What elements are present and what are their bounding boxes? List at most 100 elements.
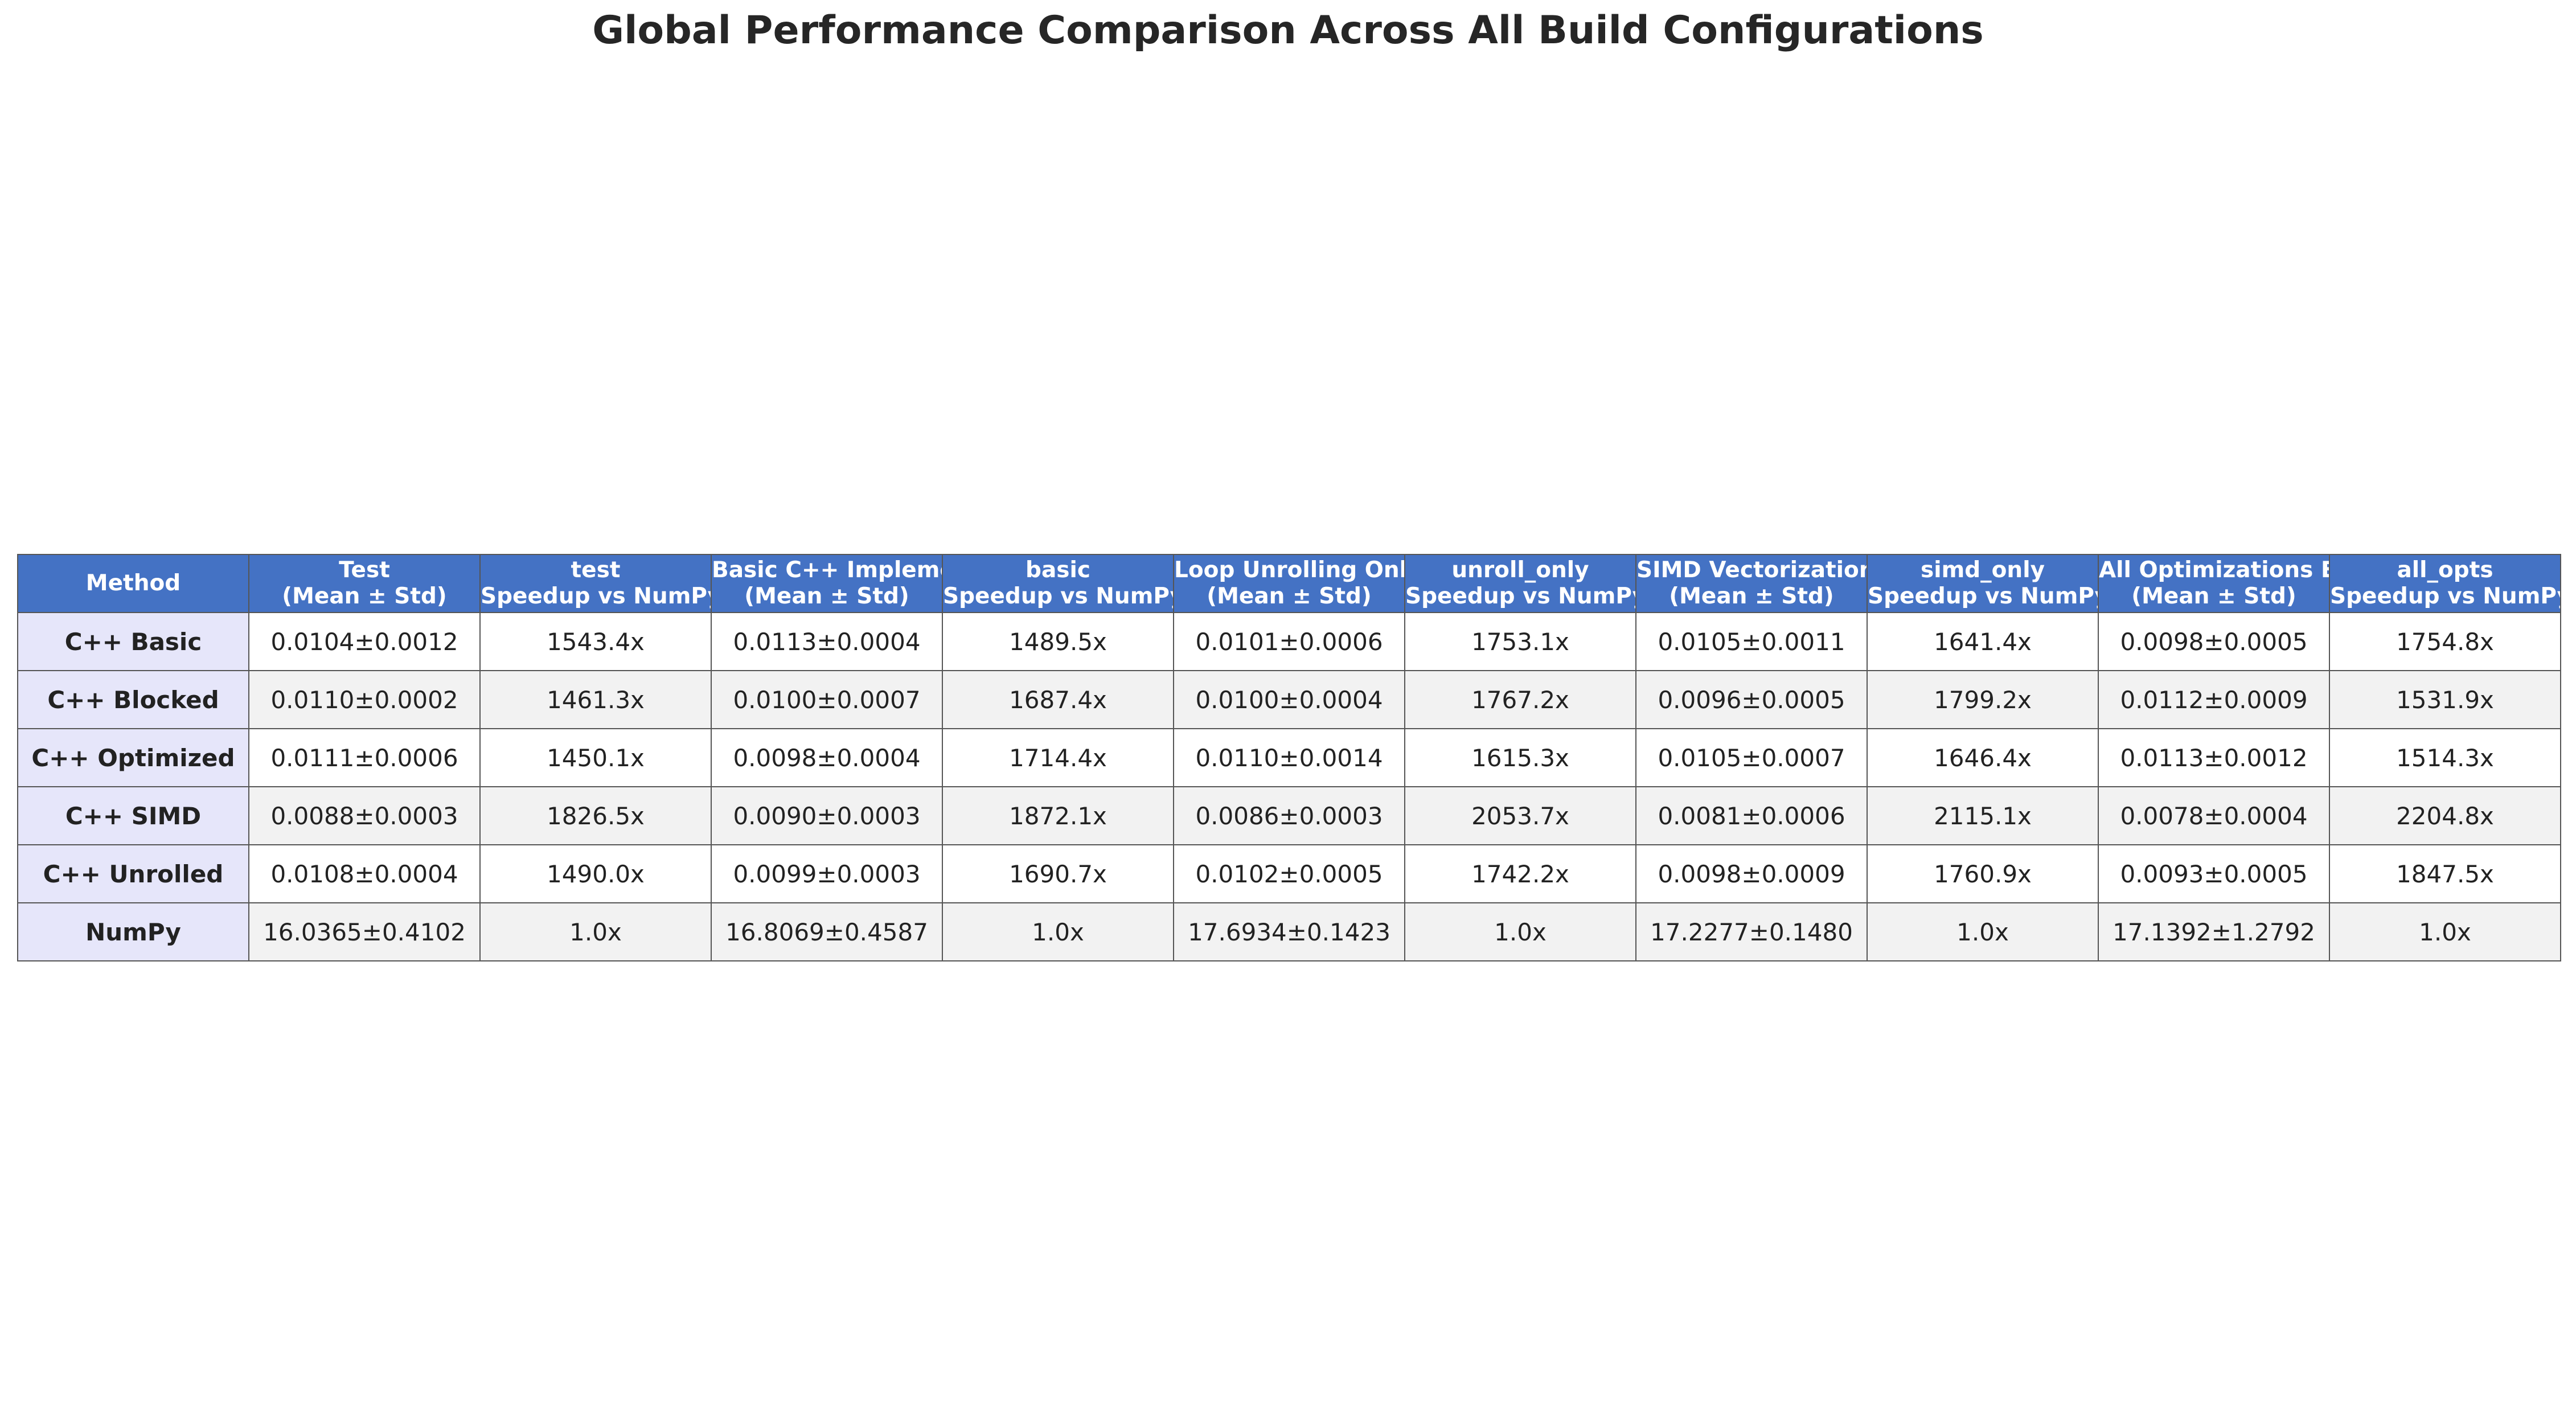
header-line: basic: [1026, 557, 1090, 583]
method-cell: C++ Basic: [17, 612, 249, 671]
header-line: Speedup vs NumPy: [2330, 583, 2561, 609]
header-line: all_opts: [2397, 557, 2493, 583]
header-line: Speedup vs NumPy: [1405, 583, 1636, 609]
header-line: Speedup vs NumPy: [481, 583, 711, 609]
header-cell: unroll_only Speedup vs NumPy: [1404, 554, 1636, 613]
header-line: SIMD Vectorization Only: [1636, 557, 1867, 583]
value-cell: 0.0105±0.0007: [1635, 728, 1868, 787]
header-cell: Loop Unrolling Only (Mean ± Std): [1173, 554, 1405, 613]
table-row: C++ SIMD 0.0088±0.0003 1826.5x 0.0090±0.000…: [17, 786, 2561, 845]
header-cell: Test (Mean ± Std): [248, 554, 481, 613]
value-cell: 0.0111±0.0006: [248, 728, 481, 787]
value-cell: 1847.5x: [2329, 844, 2561, 903]
table-row: C++ Blocked 0.0110±0.0002 1461.3x 0.0100±0.…: [17, 670, 2561, 729]
header-line: Loop Unrolling Only: [1174, 557, 1405, 583]
header-cell: all_opts Speedup vs NumPy: [2329, 554, 2561, 613]
value-cell: 0.0078±0.0004: [2098, 786, 2330, 845]
value-cell: 16.0365±0.4102: [248, 902, 481, 961]
value-cell: 1.0x: [479, 902, 712, 961]
header-cell: All Optimizations Enabled(Mean ± Std): [2098, 554, 2330, 613]
value-cell: 1531.9x: [2329, 670, 2561, 729]
value-cell: 1690.7x: [942, 844, 1174, 903]
value-cell: 0.0112±0.0009: [2098, 670, 2330, 729]
value-cell: 1799.2x: [1867, 670, 2099, 729]
value-cell: 1.0x: [1867, 902, 2099, 961]
value-cell: 1753.1x: [1404, 612, 1636, 671]
table-row: C++ Basic 0.0104±0.0012 1543.4x 0.0113±0.00…: [17, 612, 2561, 671]
value-cell: 1514.3x: [2329, 728, 2561, 787]
value-cell: 0.0100±0.0004: [1173, 670, 1405, 729]
header-cell: simd_only Speedup vs NumPy: [1867, 554, 2099, 613]
value-cell: 0.0081±0.0006: [1635, 786, 1868, 845]
header-line: unroll_only: [1451, 557, 1589, 583]
value-cell: 0.0110±0.0014: [1173, 728, 1405, 787]
header-cell: test Speedup vs NumPy: [479, 554, 712, 613]
value-cell: 0.0104±0.0012: [248, 612, 481, 671]
value-cell: 0.0105±0.0011: [1635, 612, 1868, 671]
value-cell: 1450.1x: [479, 728, 712, 787]
value-cell: 0.0096±0.0005: [1635, 670, 1868, 729]
value-cell: 0.0099±0.0003: [711, 844, 943, 903]
value-cell: 1754.8x: [2329, 612, 2561, 671]
value-cell: 0.0098±0.0009: [1635, 844, 1868, 903]
value-cell: 1.0x: [2329, 902, 2561, 961]
value-cell: 1461.3x: [479, 670, 712, 729]
value-cell: 1742.2x: [1404, 844, 1636, 903]
chart-title: Global Performance Comparison Across All…: [592, 8, 1984, 53]
header-line: Speedup vs NumPy: [1868, 583, 2098, 609]
value-cell: 0.0102±0.0005: [1173, 844, 1405, 903]
table-row: C++ Optimized 0.0111±0.0006 1450.1x 0.0098±…: [17, 728, 2561, 787]
value-cell: 1615.3x: [1404, 728, 1636, 787]
value-cell: 1826.5x: [479, 786, 712, 845]
value-cell: 1489.5x: [942, 612, 1174, 671]
value-cell: 0.0113±0.0004: [711, 612, 943, 671]
header-line: Method: [85, 570, 181, 596]
value-cell: 2115.1x: [1867, 786, 2099, 845]
value-cell: 1767.2x: [1404, 670, 1636, 729]
header-line: (Mean ± Std): [1207, 583, 1372, 609]
header-cell: Basic C++ Implementation(Mean ± Std): [711, 554, 943, 613]
value-cell: 0.0108±0.0004: [248, 844, 481, 903]
header-line: (Mean ± Std): [744, 583, 909, 609]
method-cell: C++ Unrolled: [17, 844, 249, 903]
method-cell: C++ Optimized: [17, 728, 249, 787]
value-cell: 1714.4x: [942, 728, 1174, 787]
value-cell: 16.8069±0.4587: [711, 902, 943, 961]
header-line: Speedup vs NumPy: [943, 583, 1174, 609]
value-cell: 17.6934±0.1423: [1173, 902, 1405, 961]
value-cell: 1.0x: [1404, 902, 1636, 961]
value-cell: 17.1392±1.2792: [2098, 902, 2330, 961]
header-line: (Mean ± Std): [282, 583, 447, 609]
table-header-row: Method Test (Mean ± Std) test Speedup vs Num…: [17, 554, 2561, 613]
value-cell: 2204.8x: [2329, 786, 2561, 845]
header-line: simd_only: [1921, 557, 2045, 583]
header-line: Test: [339, 557, 390, 583]
header-line: (Mean ± Std): [2131, 583, 2296, 609]
table-row: NumPy 16.0365±0.4102 1.0x 16.8069±0.4587 1.0…: [17, 902, 2561, 961]
value-cell: 1760.9x: [1867, 844, 2099, 903]
value-cell: 0.0110±0.0002: [248, 670, 481, 729]
header-cell: SIMD Vectorization Only(Mean ± Std): [1635, 554, 1868, 613]
table-body: C++ Basic 0.0104±0.0012 1543.4x 0.0113±0.00…: [17, 612, 2561, 961]
value-cell: 0.0086±0.0003: [1173, 786, 1405, 845]
value-cell: 0.0098±0.0005: [2098, 612, 2330, 671]
value-cell: 0.0101±0.0006: [1173, 612, 1405, 671]
method-cell: C++ SIMD: [17, 786, 249, 845]
header-cell: basic Speedup vs NumPy: [942, 554, 1174, 613]
value-cell: 0.0113±0.0012: [2098, 728, 2330, 787]
value-cell: 1646.4x: [1867, 728, 2099, 787]
value-cell: 1543.4x: [479, 612, 712, 671]
value-cell: 1641.4x: [1867, 612, 2099, 671]
value-cell: 2053.7x: [1404, 786, 1636, 845]
method-cell: C++ Blocked: [17, 670, 249, 729]
value-cell: 0.0093±0.0005: [2098, 844, 2330, 903]
value-cell: 1490.0x: [479, 844, 712, 903]
header-line: test: [571, 557, 621, 583]
value-cell: 0.0098±0.0004: [711, 728, 943, 787]
header-line: Basic C++ Implementation: [712, 557, 941, 583]
header-cell: Method: [17, 554, 249, 613]
table-row: C++ Unrolled 0.0108±0.0004 1490.0x 0.0099±0…: [17, 844, 2561, 903]
value-cell: 1687.4x: [942, 670, 1174, 729]
value-cell: 17.2277±0.1480: [1635, 902, 1868, 961]
method-cell: NumPy: [17, 902, 249, 961]
